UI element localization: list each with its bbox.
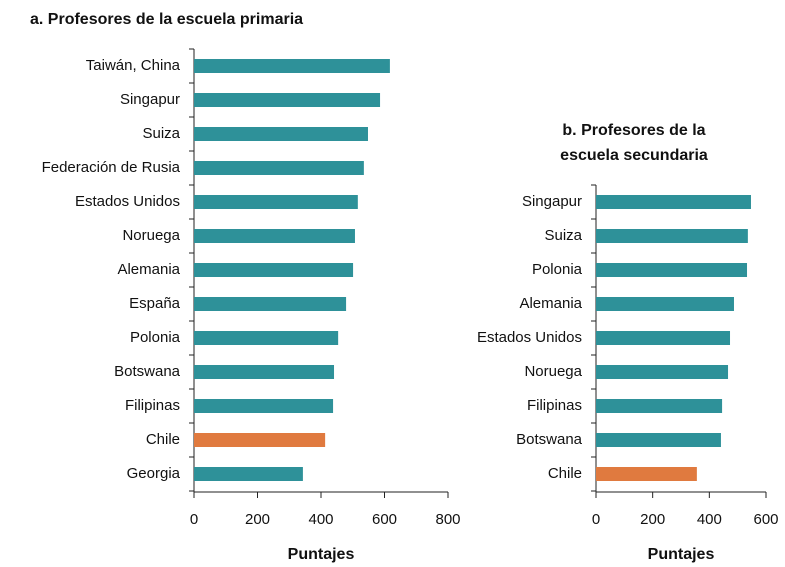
x-axis-label: Puntajes: [648, 546, 715, 563]
y-tick-label: Filipinas: [125, 397, 180, 414]
y-tick-label: Suiza: [142, 125, 180, 142]
x-tick-label: 0: [592, 511, 600, 528]
bar: [194, 331, 339, 345]
x-tick-label: 600: [753, 511, 778, 528]
bar: [596, 297, 734, 311]
bar: [596, 195, 751, 209]
y-tick-label: Singapur: [120, 91, 180, 108]
chart-title: escuela secundaria: [560, 147, 708, 164]
bar: [194, 467, 303, 481]
bar: [194, 93, 381, 107]
bar: [194, 365, 335, 379]
y-tick-label: Polonia: [532, 261, 583, 278]
y-tick-label: Chile: [548, 465, 582, 482]
x-tick-label: 0: [190, 511, 198, 528]
y-tick-label: Federación de Rusia: [42, 159, 181, 176]
y-tick-label: Filipinas: [527, 397, 582, 414]
bar: [194, 433, 326, 447]
y-tick-label: Chile: [146, 431, 180, 448]
x-tick-label: 200: [245, 511, 270, 528]
chart-title: a. Profesores de la escuela primaria: [30, 11, 303, 28]
bar: [194, 263, 354, 277]
y-tick-label: Botswana: [114, 363, 181, 380]
y-tick-label: Alemania: [117, 261, 180, 278]
x-tick-label: 800: [435, 511, 460, 528]
y-tick-label: Noruega: [122, 227, 180, 244]
bar: [194, 161, 364, 175]
x-tick-label: 400: [697, 511, 722, 528]
x-axis-label: Puntajes: [288, 546, 355, 563]
bar: [194, 297, 347, 311]
y-tick-label: Polonia: [130, 329, 181, 346]
bar: [194, 229, 355, 243]
bar: [194, 127, 368, 141]
y-tick-label: Botswana: [516, 431, 583, 448]
x-tick-label: 600: [372, 511, 397, 528]
y-tick-label: Taiwán, China: [86, 57, 181, 74]
bar: [596, 263, 748, 277]
x-tick-label: 400: [308, 511, 333, 528]
bar: [596, 229, 748, 243]
bar: [596, 433, 721, 447]
bar: [596, 365, 729, 379]
y-tick-label: Suiza: [544, 227, 582, 244]
chart-title: b. Profesores de la: [562, 122, 705, 139]
y-tick-label: Estados Unidos: [477, 329, 582, 346]
bar: [596, 399, 723, 413]
y-tick-label: Alemania: [519, 295, 582, 312]
y-tick-label: Noruega: [524, 363, 582, 380]
bar: [194, 195, 358, 209]
bar: [194, 59, 390, 73]
bar: [596, 467, 697, 481]
y-tick-label: Singapur: [522, 193, 582, 210]
bar: [596, 331, 731, 345]
y-tick-label: Georgia: [127, 465, 181, 482]
y-tick-label: España: [129, 295, 181, 312]
x-tick-label: 200: [640, 511, 665, 528]
y-tick-label: Estados Unidos: [75, 193, 180, 210]
bar: [194, 399, 334, 413]
